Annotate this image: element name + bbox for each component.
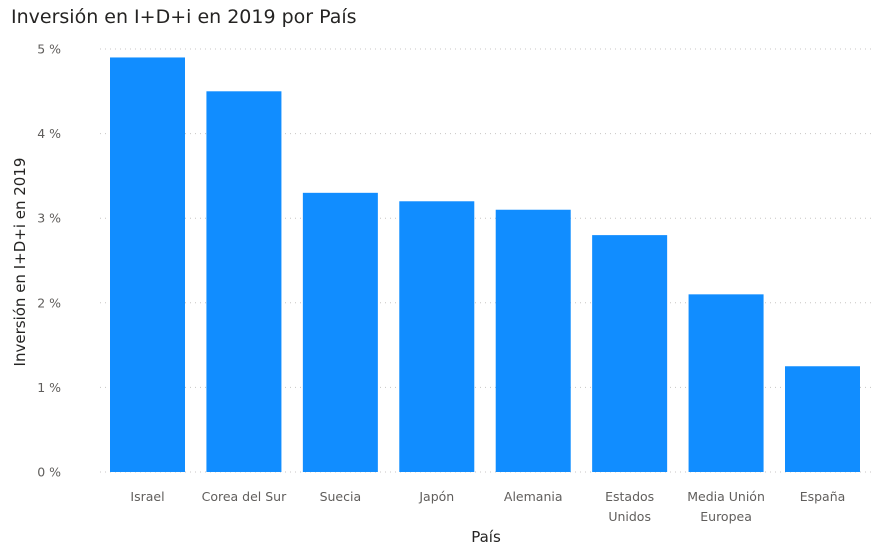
x-tick-label: Corea del Sur [202,489,287,504]
bars [110,57,860,473]
y-axis-title: Inversión en I+D+i en 2019 [11,158,29,367]
bar[interactable] [785,366,860,472]
x-tick-label: Estados Unidos [605,489,654,524]
y-axis-ticks: 0 % 1 % 2 % 3 % 4 % 5 % [37,42,61,480]
y-tick-label: 4 % [37,126,61,141]
x-tick-label: Alemania [504,489,563,504]
x-axis-title: País [471,528,501,542]
bar[interactable] [399,201,475,472]
bar[interactable] [688,294,764,472]
bar[interactable] [110,57,185,473]
x-tick-label: Israel [130,489,164,504]
x-tick-label: España [800,489,846,504]
x-axis-ticks: Israel Corea del Sur Suecia Japón Alemania Es… [130,489,845,524]
x-tick-label: Suecia [320,489,362,504]
y-tick-label: 1 % [37,380,61,395]
x-tick-label: Japón [418,489,454,504]
bar[interactable] [495,209,571,473]
x-tick-label: Media Unión Europea [687,489,765,524]
bar[interactable] [302,192,378,472]
y-tick-label: 5 % [37,42,61,57]
bar[interactable] [592,235,668,472]
y-tick-label: 2 % [37,295,61,310]
chart-title: Inversión en I+D+i en 2019 por País [11,6,357,28]
y-tick-label: 3 % [37,211,61,226]
bar[interactable] [206,91,282,473]
y-tick-label: 0 % [37,465,61,480]
